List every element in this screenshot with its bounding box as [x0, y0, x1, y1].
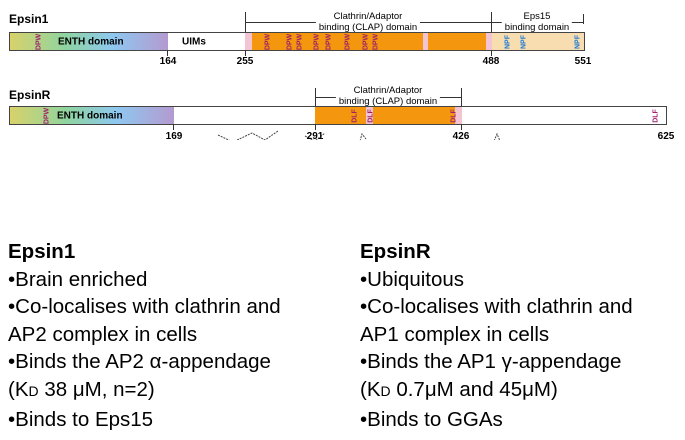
clap-domain [373, 107, 455, 124]
position-label: 291 [306, 131, 324, 142]
tick [173, 124, 174, 130]
bracket-tick [461, 88, 462, 106]
kd-line: (KD 38 μM, n=2) [8, 376, 281, 406]
epsinr-notes: EpsinR •Ubiquitous •Co-localises with cl… [360, 238, 633, 433]
note-line: AP1 complex in cells [360, 322, 550, 346]
note-line: •Binds the AP1 γ-appendage [360, 350, 622, 374]
kd-value: 38 μM, n=2) [38, 377, 155, 401]
note-line: •Co-localises with clathrin and [360, 295, 633, 319]
tick [491, 50, 492, 56]
pink-band [245, 33, 252, 50]
note-line: •Brain enriched [8, 267, 148, 291]
label-line: binding (CLAP) domain [318, 22, 418, 33]
position-label: 625 [657, 131, 675, 142]
tick [167, 50, 168, 56]
uims-label: UIMs [182, 36, 206, 47]
label-line: Clathrin/Adaptor [333, 11, 403, 22]
bracket-tick [245, 12, 246, 32]
note-line: •Co-localises with clathrin and [8, 295, 281, 319]
squiggle [359, 132, 367, 140]
note-line: •Binds the AP2 α-appendage [8, 350, 271, 374]
note-line: •Ubiquitous [360, 267, 465, 291]
notes-heading: Epsin1 [8, 240, 76, 263]
kd-prefix: (K [8, 377, 29, 401]
kd-prefix: (K [360, 377, 381, 401]
label-line: binding domain [504, 22, 570, 33]
pink-band [455, 107, 462, 124]
eps15-domain [492, 33, 584, 50]
epsin1-eps15-label: Eps15 binding domain [501, 11, 573, 33]
tick [315, 124, 316, 130]
kd-line: (KD 0.7μM and 45μM) [360, 376, 633, 406]
notes-heading: EpsinR [360, 240, 431, 263]
pink-band [366, 107, 373, 124]
epsin1-bar: ENTH domain UIMs DPW DPW DPW DPW DPW DPW… [9, 32, 585, 51]
enth-label: ENTH domain [57, 110, 123, 121]
kd-value: 0.7μM and 45μM) [390, 377, 558, 401]
epsinr-bar: ENTH domain DPW DLF DLF DLF DLF [9, 106, 667, 125]
position-label: 164 [159, 56, 177, 67]
position-label: 426 [452, 131, 470, 142]
kd-subscript: D [380, 382, 391, 399]
clap-domain [428, 33, 486, 50]
label-line: Clathrin/Adaptor [353, 85, 423, 96]
tick [245, 50, 246, 56]
pink-band [486, 33, 492, 50]
squiggle [304, 132, 326, 140]
pink-band [423, 33, 428, 50]
enth-domain [10, 107, 174, 124]
kd-subscript: D [28, 382, 39, 399]
enth-domain [10, 33, 168, 50]
position-label: 169 [165, 131, 183, 142]
bracket-tick [583, 14, 584, 24]
clap-domain [315, 107, 366, 124]
enth-label: ENTH domain [58, 36, 124, 47]
position-label: 551 [574, 56, 592, 67]
disordered-region-lines [217, 130, 501, 140]
bracket-tick [315, 88, 316, 106]
label-line: Eps15 [523, 11, 551, 22]
epsinr-clap-label: Clathrin/Adaptor binding (CLAP) domain [335, 85, 441, 107]
position-label: 488 [482, 56, 500, 67]
epsin1-notes: Epsin1 •Brain enriched •Co-localises wit… [8, 238, 281, 433]
epsinr-title: EpsinR [9, 88, 51, 102]
squiggle [493, 132, 501, 140]
position-label: 255 [236, 56, 254, 67]
squiggle [217, 130, 279, 140]
clap-domain [252, 33, 423, 50]
label-line: binding (CLAP) domain [338, 96, 438, 107]
note-line: •Binds to GGAs [360, 407, 503, 431]
note-line: •Binds to Eps15 [8, 407, 154, 431]
note-line: AP2 complex in cells [8, 322, 198, 346]
epsin1-clap-label: Clathrin/Adaptor binding (CLAP) domain [315, 11, 421, 33]
epsin1-title: Epsin1 [9, 12, 49, 26]
tick [461, 124, 462, 130]
